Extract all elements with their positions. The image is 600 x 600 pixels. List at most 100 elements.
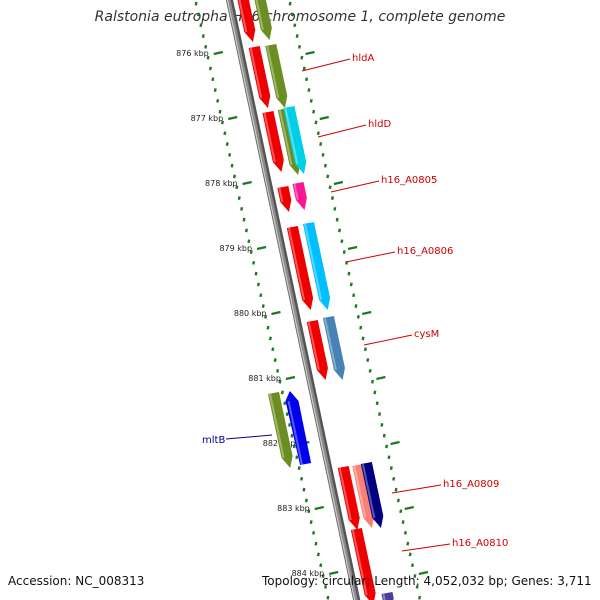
kbp-tick: [242, 180, 252, 186]
ruler-dot: [228, 152, 232, 157]
gene-label-hldd[interactable]: hldD: [317, 119, 391, 138]
ruler-dot: [319, 563, 323, 568]
gene-feature[interactable]: [265, 44, 288, 108]
gene-arrow-body: [285, 391, 312, 465]
gene-feature[interactable]: [248, 46, 271, 108]
gene-label-h16_a0805[interactable]: h16_A0805: [330, 175, 437, 193]
ruler-dot: [307, 509, 311, 514]
gene-feature[interactable]: [236, 0, 256, 42]
gene-feature[interactable]: [283, 106, 307, 174]
ruler-dot: [216, 98, 220, 103]
ruler-dot: [220, 120, 224, 125]
gene-feature[interactable]: [322, 316, 345, 380]
kbp-tick-outer: [418, 570, 429, 576]
ruler-dot: [337, 228, 342, 233]
gene-arrow-shine: [284, 107, 299, 165]
gene-label-hlda[interactable]: hldA: [301, 53, 374, 72]
ruler-outer-dots: [288, 1, 422, 600]
kbp-tick: [285, 375, 296, 381]
gene-feature[interactable]: [306, 320, 328, 380]
ruler-dot: [213, 88, 217, 92]
gene-label-h16_a0809[interactable]: h16_A0809: [391, 479, 499, 494]
gene-arrow-shine: [269, 393, 285, 459]
kbp-label: 884 kbp: [292, 569, 325, 578]
gene-feature[interactable]: [292, 182, 307, 210]
ruler-dot: [330, 196, 334, 200]
ruler-dot: [288, 1, 292, 6]
topology-text: Topology: circular; Length: 4,052,032 bp…: [262, 574, 592, 588]
gene-arrow-body: [286, 226, 314, 310]
ruler-dot: [261, 304, 265, 308]
gene-label-cysm[interactable]: cysM: [363, 329, 439, 346]
ruler-dot: [232, 174, 236, 179]
gene-feature[interactable]: [285, 391, 312, 466]
gene-feature[interactable]: [302, 222, 331, 310]
ruler-dot: [230, 163, 234, 168]
gene-label-mltb[interactable]: mltB: [202, 434, 273, 446]
ruler-dot: [295, 455, 299, 460]
kbp-tick-outer: [376, 375, 386, 381]
gene-label-text: h16_A0809: [443, 479, 499, 490]
gene-feature[interactable]: [352, 464, 375, 528]
ruler-dot: [288, 422, 292, 427]
ruler-dot: [199, 23, 203, 28]
ruler-dot: [413, 574, 417, 578]
ruler-dot: [304, 498, 308, 503]
gene-arrow-body: [337, 466, 360, 530]
ruler-dot: [278, 379, 282, 384]
ruler-dot: [283, 401, 287, 406]
kbp-label: 877 kbp: [191, 114, 224, 123]
gene-feature[interactable]: [262, 111, 284, 172]
ruler-dot: [399, 509, 403, 514]
ruler-dot: [385, 444, 389, 449]
ruler-dot: [252, 260, 256, 265]
gene-features: [236, 0, 394, 600]
gene-feature[interactable]: [360, 462, 384, 528]
kbp-tick: [328, 570, 339, 576]
gene-feature[interactable]: [268, 392, 293, 468]
gene-arrow-shine: [266, 45, 280, 99]
kbp-label: 883 kbp: [277, 504, 310, 513]
gene-feature[interactable]: [381, 592, 394, 600]
gene-arrow-body: [248, 46, 271, 108]
ruler-dot: [354, 304, 358, 308]
ruler-dot: [208, 66, 213, 71]
ruler-dot: [223, 131, 227, 136]
gene-arrow-body: [262, 111, 284, 172]
gene-arrow-body: [265, 44, 288, 108]
gene-arrow-shine: [238, 0, 248, 33]
ruler-dot: [295, 34, 299, 38]
gene-feature[interactable]: [350, 528, 376, 600]
ruler-dot: [415, 584, 419, 589]
kbp-tick-outer: [361, 310, 372, 316]
ruler-dot: [321, 152, 325, 157]
ruler-dot: [240, 206, 244, 211]
ruler-dot: [410, 563, 415, 568]
leader-line: [330, 180, 380, 193]
ruler-dot: [328, 185, 332, 190]
gene-label-text: cysM: [414, 329, 439, 340]
gene-feature[interactable]: [253, 0, 272, 40]
gene-arrow-shine: [382, 593, 386, 600]
kbp-tick: [314, 505, 325, 511]
leader-line: [317, 124, 367, 138]
gene-arrow-shine: [293, 183, 299, 201]
ruler-dot: [290, 12, 294, 17]
gene-feature[interactable]: [277, 186, 292, 212]
ruler-dot: [361, 336, 365, 341]
ruler-dot: [366, 358, 370, 362]
ruler-dot: [363, 347, 367, 352]
gene-arrow-body: [277, 186, 292, 212]
ruler-dot: [194, 1, 198, 6]
gene-label-h16_a0806[interactable]: h16_A0806: [345, 246, 453, 263]
gene-feature[interactable]: [286, 226, 314, 310]
ruler-dot: [300, 55, 304, 60]
kbp-tick: [271, 310, 281, 316]
ruler-dot: [273, 358, 277, 362]
gene-feature[interactable]: [337, 466, 360, 530]
kbp-tick-outer: [305, 50, 315, 56]
gene-arrow-body: [381, 592, 394, 600]
gene-label-h16_a0810[interactable]: h16_A0810: [401, 538, 508, 552]
ruler-dot: [324, 584, 328, 589]
ruler-dot: [314, 120, 318, 125]
